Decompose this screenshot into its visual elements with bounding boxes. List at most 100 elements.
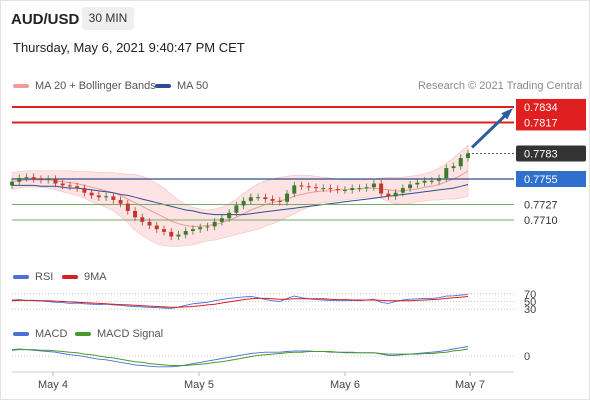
candle-body-20 [154, 225, 159, 230]
legend-macd-signal: MACD Signal [75, 328, 163, 340]
level-label-box-2 [516, 145, 586, 162]
rsi-level-label-1: 50 [524, 297, 536, 309]
x-tick-label-1: May 5 [184, 379, 214, 391]
candle-body-34 [256, 197, 261, 199]
level-label-0: 0.7834 [524, 102, 558, 114]
candle-body-16 [125, 203, 130, 211]
candle-body-36 [270, 199, 275, 201]
candle-body-10 [82, 188, 87, 193]
candle-body-19 [147, 221, 152, 226]
level-label-1: 0.7817 [524, 117, 558, 129]
candle-body-28 [212, 221, 217, 227]
timeframe-button[interactable]: 30 MIN [82, 7, 134, 30]
legend-ma50: MA 50 [155, 80, 208, 92]
candle-body-50 [371, 183, 376, 188]
level-label-4: 0.7727 [524, 200, 558, 212]
candle-body-40 [299, 185, 304, 187]
candle-body-7 [60, 183, 65, 186]
ma50-swatch-icon [155, 84, 171, 88]
candle-body-8 [67, 185, 72, 187]
level-label-3: 0.7755 [524, 174, 558, 186]
candle-body-14 [111, 196, 116, 200]
candle-body-60 [444, 168, 449, 179]
candle-body-59 [437, 178, 442, 181]
legend-rsi: RSI [13, 271, 53, 283]
candle-body-26 [198, 227, 203, 230]
candle-body-1 [17, 178, 22, 182]
bollinger-band [11, 144, 469, 247]
legend-ma20-label: MA 20 + Bollinger Bands [35, 80, 156, 92]
macd-line [11, 346, 469, 368]
candle-body-12 [96, 195, 101, 198]
candle-body-57 [422, 180, 427, 183]
rsi-swatch-icon [13, 275, 29, 279]
candle-body-52 [386, 193, 391, 197]
candle-body-18 [140, 217, 145, 222]
ma20-line [11, 170, 469, 227]
candle-body-38 [285, 193, 290, 202]
level-label-box-0 [516, 98, 586, 115]
level-label-box-3 [516, 171, 586, 187]
legend-9ma-label: 9MA [84, 271, 107, 283]
candle-body-49 [364, 187, 369, 189]
legend-macd: MACD [13, 328, 67, 340]
candle-body-54 [400, 188, 405, 193]
legend-9ma: 9MA [62, 271, 107, 283]
candle-body-11 [89, 192, 94, 196]
candle-body-37 [277, 200, 282, 202]
ma50-line [12, 184, 469, 216]
candle-body-0 [10, 181, 14, 186]
level-label-box-1 [516, 114, 586, 131]
candle-body-43 [321, 188, 326, 190]
candle-body-51 [379, 183, 384, 194]
legend-macd-label: MACD [35, 328, 68, 340]
candle-body-44 [328, 188, 333, 190]
x-tick-label-2: May 6 [330, 379, 360, 391]
projection-arrow [470, 109, 512, 149]
candle-body-9 [75, 186, 80, 189]
symbol-title: AUD/USD [11, 11, 80, 28]
candle-body-45 [335, 189, 340, 191]
ma20-swatch-icon [13, 84, 29, 88]
macd-signal-line [11, 348, 469, 366]
candle-body-32 [241, 200, 246, 206]
candle-body-30 [227, 212, 232, 219]
candle-body-27 [205, 226, 210, 228]
rsi-ma9-line [11, 296, 469, 308]
candle-body-21 [162, 229, 166, 232]
candle-body-33 [248, 197, 253, 201]
candle-body-6 [53, 179, 58, 184]
candle-body-48 [357, 188, 362, 190]
candle-body-22 [169, 231, 174, 237]
candle-body-5 [46, 179, 51, 180]
candle-body-4 [38, 179, 43, 180]
candle-body-47 [350, 188, 355, 190]
copyright: Research © 2021 Trading Central [417, 80, 582, 92]
legend-rsi-label: RSI [35, 271, 54, 283]
candle-body-55 [408, 184, 413, 189]
legend-macd-signal-label: MACD Signal [97, 328, 164, 340]
candle-body-39 [292, 185, 297, 194]
signal-swatch-icon [75, 332, 91, 336]
candle-body-23 [176, 234, 181, 237]
candle-body-41 [306, 186, 311, 188]
projection-arrow-head [501, 108, 513, 120]
candle-body-62 [458, 158, 463, 167]
rsi-level-label-0: 70 [524, 289, 536, 301]
candle-body-15 [118, 199, 123, 204]
rsi-line [11, 294, 469, 309]
candle-body-13 [104, 196, 109, 198]
candle-body-56 [415, 182, 420, 185]
candle-body-61 [451, 166, 456, 169]
x-tick-label-0: May 4 [38, 379, 68, 391]
candle-body-25 [190, 229, 195, 231]
timestamp: Thursday, May 6, 2021 9:40:47 PM CET [13, 40, 245, 55]
candle-body-35 [263, 197, 268, 200]
candle-body-2 [24, 177, 29, 179]
candle-body-24 [183, 230, 188, 235]
candle-body-29 [219, 218, 224, 222]
candle-body-42 [314, 187, 318, 189]
candle-body-58 [429, 180, 434, 182]
macd-zero-label: 0 [524, 351, 530, 363]
